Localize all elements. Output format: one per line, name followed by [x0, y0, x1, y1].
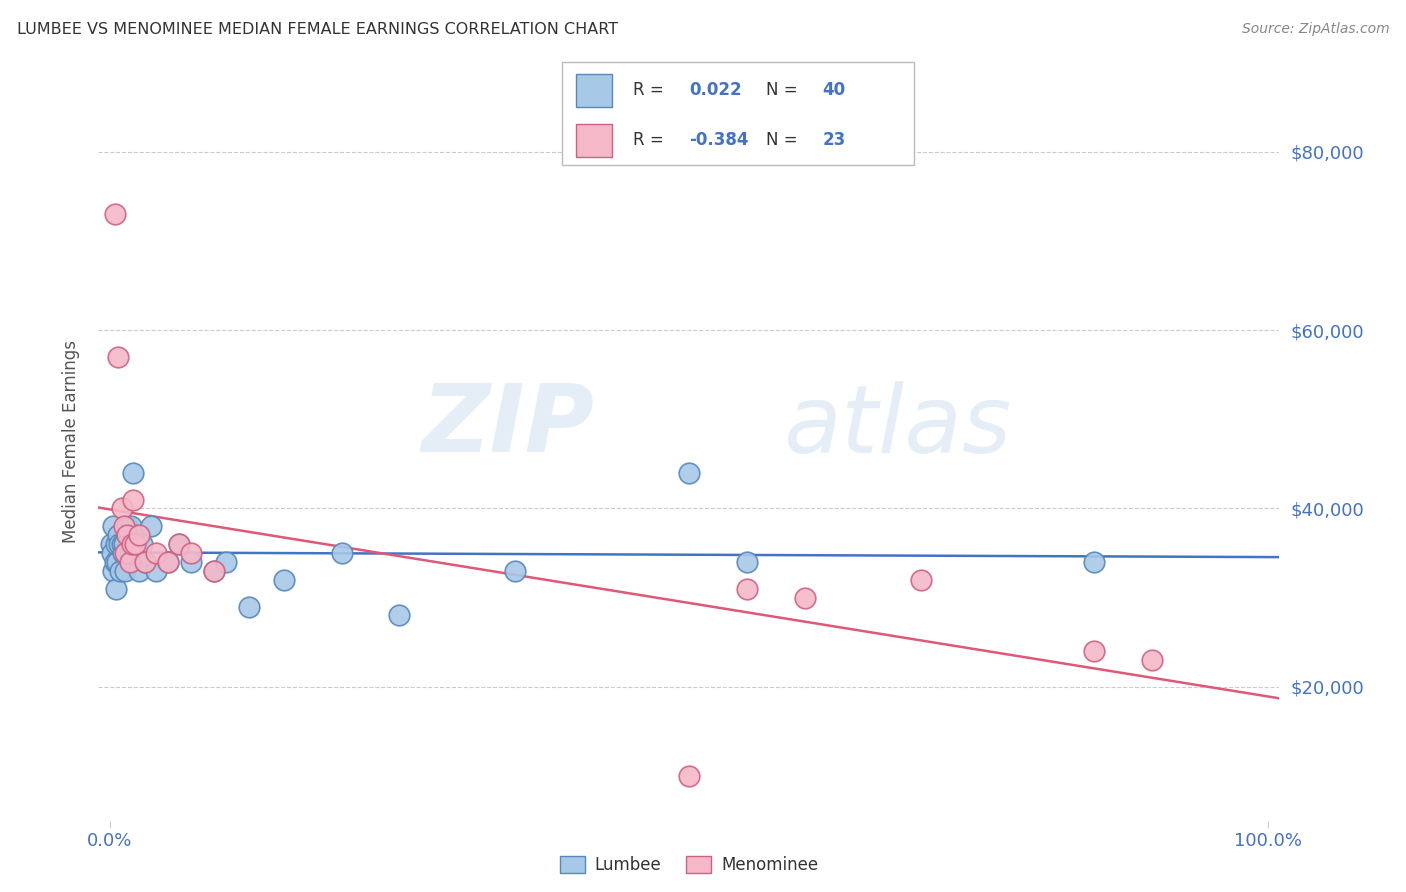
Point [110, 501, 132, 516]
Point [117, 528, 139, 542]
Point [103, 564, 125, 578]
Point [1083, 644, 1105, 658]
Point [180, 546, 202, 560]
Point [910, 573, 932, 587]
Point [503, 564, 526, 578]
FancyBboxPatch shape [576, 124, 612, 157]
Text: 23: 23 [823, 131, 846, 149]
Point [1140, 653, 1163, 667]
Point [118, 555, 141, 569]
Text: atlas: atlas [783, 381, 1012, 472]
Text: ZIP: ZIP [422, 380, 595, 473]
Point [107, 350, 129, 364]
Point [134, 555, 156, 569]
Point [678, 769, 700, 783]
Point [156, 555, 179, 569]
FancyBboxPatch shape [562, 62, 914, 165]
Point [169, 537, 191, 551]
Point [122, 492, 145, 507]
Text: Source: ZipAtlas.com: Source: ZipAtlas.com [1241, 22, 1389, 37]
Point [145, 546, 167, 560]
Point [128, 528, 150, 542]
Point [107, 528, 129, 542]
Point [169, 537, 191, 551]
Point [139, 519, 162, 533]
Point [101, 546, 124, 560]
Point [117, 528, 139, 542]
Point [128, 564, 150, 578]
Point [156, 555, 179, 569]
Point [238, 599, 260, 614]
Legend: Lumbee, Menominee: Lumbee, Menominee [553, 849, 825, 880]
Text: -0.384: -0.384 [689, 131, 748, 149]
Point [110, 537, 132, 551]
Point [124, 528, 146, 542]
Text: 40: 40 [823, 81, 845, 99]
Point [104, 207, 127, 221]
Point [735, 555, 758, 569]
Point [112, 519, 135, 533]
Point [678, 466, 700, 480]
Text: R =: R = [633, 81, 669, 99]
Point [1083, 555, 1105, 569]
Point [121, 537, 143, 551]
Point [114, 546, 136, 560]
Point [100, 537, 122, 551]
Text: N =: N = [766, 81, 803, 99]
FancyBboxPatch shape [576, 74, 612, 106]
Point [104, 555, 127, 569]
Y-axis label: Median Female Earnings: Median Female Earnings [62, 340, 80, 543]
Text: N =: N = [766, 131, 803, 149]
Point [273, 573, 295, 587]
Point [105, 555, 128, 569]
Point [180, 555, 202, 569]
Point [131, 537, 153, 551]
Point [202, 564, 225, 578]
Point [115, 546, 138, 560]
Point [108, 537, 131, 551]
Point [104, 537, 127, 551]
Point [124, 537, 146, 551]
Text: 0.022: 0.022 [689, 81, 741, 99]
Point [202, 564, 225, 578]
Point [215, 555, 238, 569]
Point [114, 564, 136, 578]
Point [112, 537, 135, 551]
Point [145, 564, 167, 578]
Point [110, 564, 132, 578]
Point [103, 519, 125, 533]
Point [122, 466, 145, 480]
Point [330, 546, 353, 560]
Point [388, 608, 411, 623]
Text: LUMBEE VS MENOMINEE MEDIAN FEMALE EARNINGS CORRELATION CHART: LUMBEE VS MENOMINEE MEDIAN FEMALE EARNIN… [17, 22, 619, 37]
Point [793, 591, 815, 605]
Point [120, 519, 142, 533]
Point [134, 555, 156, 569]
Point [117, 519, 139, 533]
Point [735, 582, 758, 596]
Point [111, 546, 134, 560]
Point [104, 582, 127, 596]
Text: R =: R = [633, 131, 669, 149]
Point [118, 546, 141, 560]
